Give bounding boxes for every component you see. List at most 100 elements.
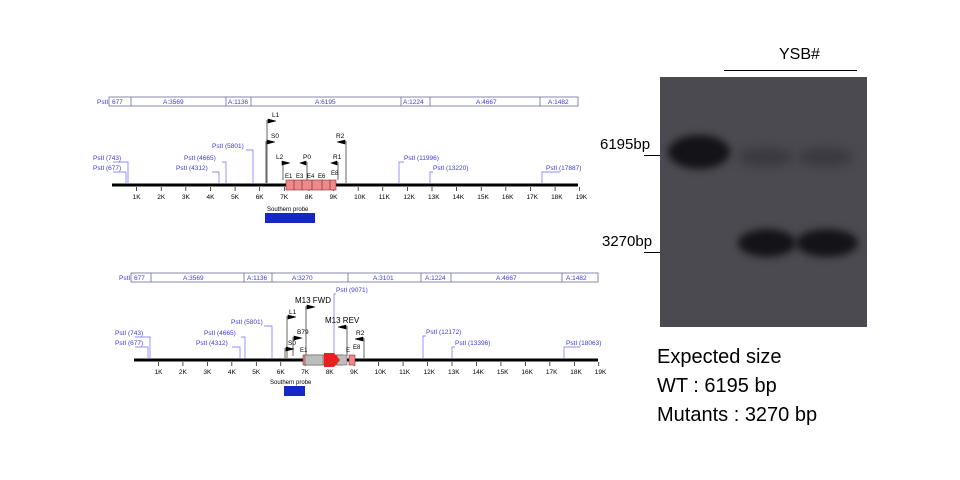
map_wt-tick-label-11K: 11K [379,194,391,201]
map_wt-tick-label-17K: 17K [526,194,538,201]
mut-cassette-arrow [324,353,340,367]
mut-seg-a3270: A:3270 [292,275,313,282]
wt-segment-labels: PstI 677 A:3569 A:1136 A:6195 A:1224 A:4… [97,99,569,106]
mut-site-4312: PstI (4312) [196,340,228,347]
marker-6195: 6195bp [600,136,651,153]
mut-exon-e: E [346,348,350,354]
map_mut-tick-label-6K: 6K [277,369,286,376]
map_wt-tick-label-19K: 19K [576,194,588,201]
wt-primer-p0: P0 [303,154,311,161]
map_mut-tick-label-9K: 9K [350,369,359,376]
map_mut-tick-label-15K: 15K [497,369,509,376]
map_wt-tick-label-7K: 7K [280,194,289,201]
map_wt-tick-label-3K: 3K [182,194,191,201]
mut-primer-s0: S0 [288,340,296,347]
wt-site-4665: PstI (4665) [184,155,216,162]
mut-seg-677: 677 [134,275,145,282]
map_mut-tick-label-18K: 18K [570,369,582,376]
marker-3270: 3270bp [602,233,653,250]
map_mut-tick-label-7K: 7K [301,369,310,376]
wt-site-5801: PstI (5801) [212,143,244,150]
wt-primer-r1: R1 [333,154,342,161]
map_mut-tick-label-14K: 14K [472,369,484,376]
wt-genomic-map: PstI 677 A:3569 A:1136 A:6195 A:1224 A:4… [93,96,588,223]
ysb-group-line [724,70,857,71]
wt-site-743: PstI (743) [93,155,121,162]
mut-site-5801: PstI (5801) [231,319,263,326]
map_mut-tick-label-13K: 13K [448,369,460,376]
map_mut-tick-label-17K: 17K [546,369,558,376]
wt-exon-e8: E8 [331,171,339,177]
expected-wt: WT : 6195 bp [657,375,777,397]
wt-exon-e4: E4 [307,174,315,180]
wt-pstl-labels: PstI (743) PstI (677) PstI (4665) PstI (… [93,143,581,172]
marker-6195-tick [644,155,660,156]
band-1822-3270 [796,229,858,257]
mut-seg-a1482: A:1482 [566,275,587,282]
mut-seg-a3101: A:3101 [373,275,394,282]
map_wt-tick-label-6K: 6K [256,194,265,201]
map_mut-tick-label-4K: 4K [228,369,237,376]
band-518-3270 [738,229,796,257]
mut-segment-bar [130,272,599,283]
wt-probe-label: Southern probe [267,207,309,213]
wt-seg-a1224: A:1224 [403,99,424,106]
mut-seg-a3569: A:3569 [183,275,204,282]
mut-exon-e1: E1 [300,348,308,354]
mut-exon-e8: E8 [353,345,361,351]
wt-seg-a3569: A:3569 [163,99,184,106]
map_wt-tick-label-13K: 13K [428,194,440,201]
mut-site-18063: PstI (18063) [566,340,601,347]
mut-pstl-labels: PstI (743) PstI (677) PstI (4665) PstI (… [115,287,601,347]
map_wt-tick-label-14K: 14K [453,194,465,201]
mut-site-4665: PstI (4665) [204,330,236,337]
mut-kb-ticks: 1K 2K 3K 4K 5K 6K 7K 8K 9K 10K 11K 12K 13K 14K 15K 16K 1… [154,362,607,376]
mut-site-9071: PstI (9071) [336,287,368,294]
southern-blot-panel: YSB# WT 518 1822 6195bp 3270bp Expected … [600,0,960,480]
map_mut-tick-label-16K: 16K [521,369,533,376]
mut-site-13396: PstI (13396) [455,340,490,347]
mut-seg-pstl: PstI [119,275,130,282]
mut-primers: M13 FWD L1 B79 S0 M13 REV R2 [288,296,365,347]
mut-cassette [302,353,356,367]
mut-segment-labels: PstI 677 A:3569 A:1136 A:3270 A:3101 A:1… [119,275,587,282]
wt-seg-pstl: PstI [97,99,108,106]
expected-mutants: Mutants : 3270 bp [657,404,818,426]
wt-site-11996: PstI (11996) [404,155,439,162]
mut-primer-m13fwd: M13 FWD [295,296,331,305]
map_wt-tick-label-16K: 16K [502,194,514,201]
map_mut-tick-label-3K: 3K [203,369,212,376]
wt-kb-ticks: 1K 2K 3K 4K 5K 6K 7K 8K 9K 10K 11K 12K 13K 14K 15K 16K 1… [133,187,588,201]
mut-site-743: PstI (743) [115,330,143,337]
mut-seg-a1224: A:1224 [425,275,446,282]
wt-exon-labels: E1 E3 E4 E6 E8 [285,171,339,180]
wt-southern-probe [265,213,315,223]
mut-primer-l1: L1 [289,309,297,316]
map_wt-tick-label-1K: 1K [133,194,142,201]
wt-primer-l1: L1 [272,112,280,119]
wt-site-17887: PstI (17887) [546,165,581,172]
expected-title: Expected size [657,346,782,368]
map_wt-tick-label-4K: 4K [206,194,215,201]
map_mut-tick-label-19K: 19K [595,369,607,376]
wt-site-13220: PstI (13220) [433,165,468,172]
wt-exon-block [285,179,337,191]
wt-seg-a4667: A:4667 [476,99,497,106]
mut-seg-a4667: A:4667 [496,275,517,282]
map_wt-tick-label-15K: 15K [477,194,489,201]
mut-seg-a1136: A:1136 [247,275,268,282]
band-1822-faint [798,147,853,167]
map_mut-tick-label-10K: 10K [375,369,387,376]
map_mut-tick-label-5K: 5K [252,369,261,376]
map_mut-tick-label-8K: 8K [326,369,335,376]
wt-primers: L1 S0 L2 P0 R1 R2 [271,112,345,161]
map_mut-tick-label-11K: 11K [399,369,411,376]
gel-image [660,77,867,327]
map_mut-tick-label-2K: 2K [179,369,188,376]
band-wt-6195 [668,135,730,169]
mut-site-12172: PstI (12172) [426,329,461,336]
wt-seg-677: 677 [112,99,123,106]
wt-seg-a1482: A:1482 [548,99,569,106]
map_mut-tick-label-12K: 12K [424,369,436,376]
mutant-genomic-map: PstI 677 A:3569 A:1136 A:3270 A:3101 A:1… [115,272,607,396]
